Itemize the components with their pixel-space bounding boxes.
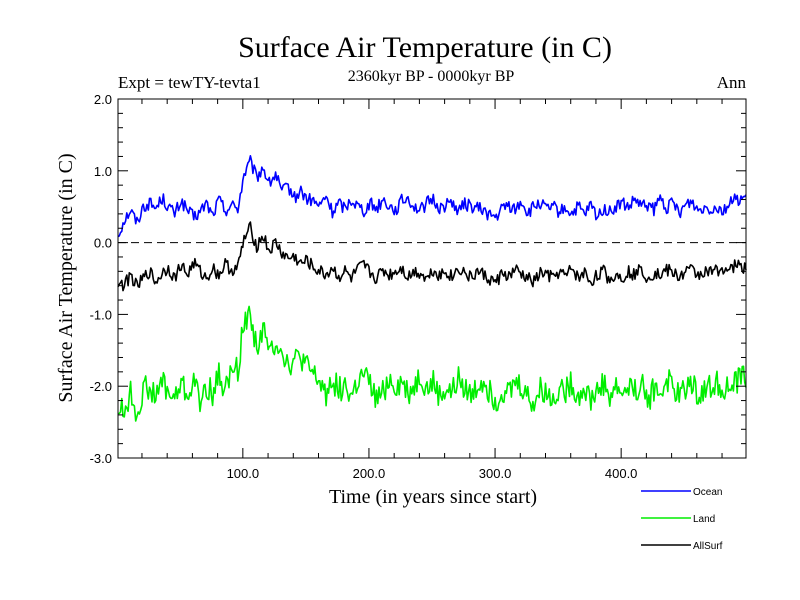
- y-tick-label: 2.0: [94, 92, 112, 107]
- y-axis: -3.0 -2.0 -1.0 0.0 1.0 2.0: [90, 92, 746, 466]
- y-tick-label: -1.0: [90, 307, 112, 322]
- legend-label-allsurf: AllSurf: [693, 541, 723, 552]
- plot-frame: [117, 98, 747, 459]
- series-line-allsurf: [117, 221, 747, 292]
- y-axis-label: Surface Air Temperature (in C): [55, 153, 77, 402]
- experiment-label: Expt = tewTY-tevta1: [118, 73, 261, 92]
- plot-area: [117, 98, 747, 459]
- x-axis: 100.0 200.0 300.0 400.0: [141, 99, 723, 481]
- y-tick-label: 1.0: [94, 164, 112, 179]
- series-line-ocean: [117, 155, 747, 238]
- x-tick-label: 200.0: [353, 466, 386, 481]
- x-tick-label: 400.0: [605, 466, 638, 481]
- series-line-land: [118, 305, 747, 422]
- legend: Ocean Land AllSurf: [641, 487, 723, 552]
- x-axis-label: Time (in years since start): [329, 486, 537, 508]
- series-group: [117, 155, 747, 422]
- y-tick-label: -3.0: [90, 451, 112, 466]
- chart-subtitle: 2360kyr BP - 0000kyr BP: [348, 68, 515, 85]
- y-tick-label: 0.0: [94, 236, 112, 251]
- y-tick-label: -2.0: [90, 379, 112, 394]
- legend-label-land: Land: [693, 514, 715, 525]
- period-label: Ann: [717, 73, 747, 92]
- x-tick-label: 100.0: [227, 466, 260, 481]
- x-tick-label: 300.0: [479, 466, 512, 481]
- legend-label-ocean: Ocean: [693, 487, 722, 498]
- chart-title: Surface Air Temperature (in C): [238, 31, 612, 64]
